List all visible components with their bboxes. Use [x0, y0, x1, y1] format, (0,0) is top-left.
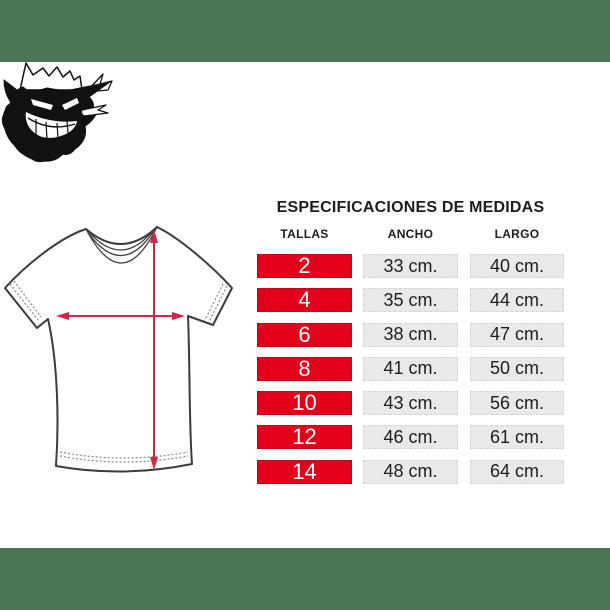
tshirt-outline — [4, 226, 233, 473]
top-green-band — [0, 0, 610, 62]
spec-title: ESPECIFICACIONES DE MEDIDAS — [276, 199, 545, 216]
length-cell: 56 cm. — [470, 391, 564, 416]
length-arrow — [150, 230, 158, 470]
table-row: 8 41 cm. 50 cm. — [257, 356, 564, 381]
table-row: 4 35 cm. 44 cm. — [257, 288, 564, 313]
length-cell: 44 cm. — [470, 288, 564, 313]
tshirt-diagram — [4, 226, 233, 473]
width-cell: 38 cm. — [363, 322, 458, 347]
size-table: TALLAS ANCHO LARGO 2 33 cm. 40 cm. 4 35 … — [257, 227, 564, 494]
width-cell: 48 cm. — [363, 459, 458, 484]
header-tallas: TALLAS — [280, 227, 329, 241]
width-cell: 33 cm. — [363, 254, 458, 278]
table-row: 10 43 cm. 56 cm. — [257, 391, 564, 416]
table-header-row: TALLAS ANCHO LARGO — [257, 227, 564, 241]
gengar-grin — [25, 112, 78, 140]
size-cell: 8 — [257, 356, 352, 381]
tshirt-collar-lines — [85, 226, 158, 264]
width-arrow — [56, 312, 185, 320]
gengar-logo-icon — [1, 62, 113, 163]
width-cell: 46 cm. — [363, 425, 458, 450]
table-row: 2 33 cm. 40 cm. — [257, 254, 564, 278]
table-row: 14 48 cm. 64 cm. — [257, 459, 564, 484]
header-largo: LARGO — [494, 227, 540, 241]
length-cell: 64 cm. — [470, 459, 564, 484]
size-cell: 2 — [257, 254, 352, 278]
tshirt-stitching — [9, 280, 228, 463]
length-cell: 50 cm. — [470, 356, 564, 381]
table-row: 6 38 cm. 47 cm. — [257, 322, 564, 347]
width-cell: 41 cm. — [363, 356, 458, 381]
table-row: 12 46 cm. 61 cm. — [257, 425, 564, 450]
length-cell: 40 cm. — [470, 254, 564, 278]
gengar-side-spike — [80, 104, 109, 117]
size-cell: 10 — [257, 391, 352, 416]
gengar-eyes — [31, 98, 79, 110]
size-cell: 6 — [257, 322, 352, 347]
header-ancho: ANCHO — [387, 227, 434, 241]
length-cell: 47 cm. — [470, 322, 564, 347]
width-cell: 43 cm. — [363, 391, 458, 416]
width-cell: 35 cm. — [363, 288, 458, 313]
table-body: 2 33 cm. 40 cm. 4 35 cm. 44 cm. 6 38 cm.… — [257, 254, 564, 484]
bottom-green-band — [0, 548, 610, 610]
size-cell: 14 — [257, 459, 352, 484]
size-cell: 12 — [257, 425, 352, 450]
gengar-body — [1, 79, 111, 163]
size-cell: 4 — [257, 288, 352, 313]
length-cell: 61 cm. — [470, 425, 564, 450]
